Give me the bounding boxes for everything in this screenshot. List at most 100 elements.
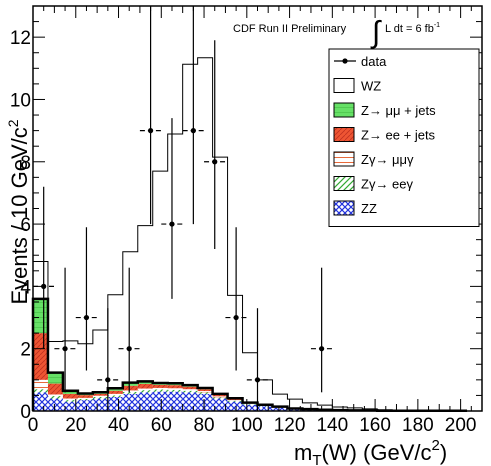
bar-z-0 bbox=[33, 379, 48, 390]
bar-z-ee-jets-3 bbox=[77, 395, 93, 398]
bar-z-ee-jets-1 bbox=[47, 383, 63, 395]
bar-z-6 bbox=[122, 390, 138, 392]
bar-z-13 bbox=[227, 400, 243, 401]
bar-zz-2 bbox=[62, 401, 78, 411]
bar-z-ee-3 bbox=[77, 398, 93, 401]
legend-swatch-z-ee bbox=[333, 176, 355, 191]
bar-z-ee-jets-9 bbox=[167, 385, 183, 389]
x-tick-label: 200 bbox=[445, 415, 477, 436]
bar-z-ee-11 bbox=[197, 392, 213, 394]
bar-z-ee-jets-7 bbox=[137, 383, 153, 389]
bar-z-ee-13 bbox=[227, 400, 243, 402]
bar-z-ee-jets-10 bbox=[182, 386, 198, 390]
x-tick-label: 180 bbox=[402, 415, 434, 436]
x-tick-label: 60 bbox=[151, 415, 172, 436]
experiment-label: CDF Run II Preliminary bbox=[233, 23, 347, 35]
x-tick-label: 140 bbox=[316, 415, 348, 436]
bar-z-ee-1 bbox=[47, 396, 63, 399]
x-tick-label: 20 bbox=[65, 415, 86, 436]
bar-z-7 bbox=[137, 388, 153, 391]
bar-z-ee-jets-6 bbox=[122, 385, 138, 391]
legend-swatch-z-ee-jets bbox=[333, 127, 355, 142]
bar-z-4 bbox=[92, 395, 108, 397]
x-tick-label: 160 bbox=[359, 415, 391, 436]
x-tick-label: 120 bbox=[274, 415, 306, 436]
data-point-10 bbox=[254, 377, 261, 383]
data-point-3 bbox=[105, 377, 111, 383]
bar-z-ee-12 bbox=[212, 397, 228, 399]
data-point-5 bbox=[147, 128, 154, 134]
y-tick-label: 10 bbox=[10, 90, 31, 111]
bar-z-ee-2 bbox=[62, 400, 78, 402]
legend-swatch-zz bbox=[333, 200, 355, 216]
y-tick-label: 4 bbox=[20, 277, 31, 298]
bar-zz-14 bbox=[242, 404, 258, 411]
data-points bbox=[33, 6, 333, 411]
bar-z-ee-4 bbox=[92, 396, 108, 399]
bar-zz-16 bbox=[272, 407, 288, 411]
bar-zz-5 bbox=[107, 396, 123, 411]
bar-zz-4 bbox=[92, 398, 108, 411]
bar-zz-13 bbox=[227, 401, 243, 411]
data-point-7 bbox=[190, 128, 196, 134]
legend-swatch-z-jets bbox=[333, 102, 355, 118]
y-tick-label: 2 bbox=[20, 340, 31, 361]
legend-swatch-z bbox=[333, 151, 355, 167]
bar-z-ee-jets-4 bbox=[92, 393, 108, 396]
legend-label-wz: WZ bbox=[361, 79, 381, 94]
bar-z-ee-14 bbox=[242, 404, 258, 405]
legend-label-data: data bbox=[361, 54, 387, 69]
y-tick-label: 6 bbox=[20, 215, 31, 236]
y-tick-label: 8 bbox=[20, 153, 31, 174]
data-point-2 bbox=[83, 314, 90, 321]
data-point-4 bbox=[126, 346, 132, 352]
bar-zz-15 bbox=[257, 406, 273, 411]
bar-z-ee-7 bbox=[137, 390, 153, 393]
x-tick-label: 100 bbox=[231, 415, 263, 436]
bar-z-ee-jets-12 bbox=[212, 394, 228, 397]
bar-z-3 bbox=[77, 397, 93, 399]
bar-z-9 bbox=[167, 388, 183, 390]
bar-zz-9 bbox=[167, 391, 183, 411]
bar-z-ee-jets-8 bbox=[152, 384, 168, 388]
bar-zz-3 bbox=[77, 400, 93, 411]
legend-label-z: Zγ→ μμγ bbox=[361, 152, 414, 167]
bar-z-jets-6 bbox=[122, 382, 138, 386]
bar-z-jets-1 bbox=[47, 372, 63, 384]
legend-swatch-wz bbox=[333, 78, 355, 93]
bar-z-ee-jets-0 bbox=[33, 333, 48, 380]
bar-z-8 bbox=[152, 387, 168, 390]
bar-zz-1 bbox=[47, 398, 63, 411]
legend: data WZ Z→ μμ + jets Z→ ee + jets Zγ→ μμγ Zγ→… bbox=[328, 48, 480, 227]
legend-label-z-ee-jets: Z→ ee + jets bbox=[361, 128, 436, 143]
data-point-1 bbox=[62, 346, 68, 352]
bar-z-ee-jets-2 bbox=[62, 393, 78, 399]
bar-zz-10 bbox=[182, 392, 198, 411]
data-point-9 bbox=[233, 314, 239, 321]
x-tick-label: 80 bbox=[193, 415, 214, 436]
y-tick-label: 12 bbox=[10, 28, 31, 49]
bar-z-ee-jets-11 bbox=[197, 389, 213, 392]
integral-sign: ∫ bbox=[370, 16, 382, 49]
bar-z-12 bbox=[212, 396, 228, 398]
bar-z-2 bbox=[62, 398, 78, 401]
data-point-11 bbox=[319, 346, 325, 352]
bar-z-ee-8 bbox=[152, 389, 168, 392]
legend-label-zz: ZZ bbox=[361, 201, 377, 216]
bar-z-10 bbox=[182, 389, 198, 391]
legend-label-z-ee: Zγ→ eeγ bbox=[361, 177, 414, 192]
bar-z-ee-10 bbox=[182, 390, 198, 393]
bar-z-ee-6 bbox=[122, 391, 138, 394]
bar-z-ee-9 bbox=[167, 389, 183, 392]
bar-z-ee-jets-5 bbox=[107, 390, 123, 394]
bar-zz-11 bbox=[197, 393, 213, 411]
bar-zz-0 bbox=[33, 392, 48, 411]
x-axis-label: mT(W) (GeV/c2) bbox=[294, 437, 447, 466]
x-tick-label: 0 bbox=[28, 415, 39, 436]
bar-zz-7 bbox=[137, 392, 153, 411]
luminosity-label: L dt = 6 fb-1 bbox=[385, 22, 440, 35]
data-point-6 bbox=[169, 221, 175, 227]
legend-swatch-data bbox=[342, 58, 348, 64]
bar-z-5 bbox=[107, 393, 123, 396]
